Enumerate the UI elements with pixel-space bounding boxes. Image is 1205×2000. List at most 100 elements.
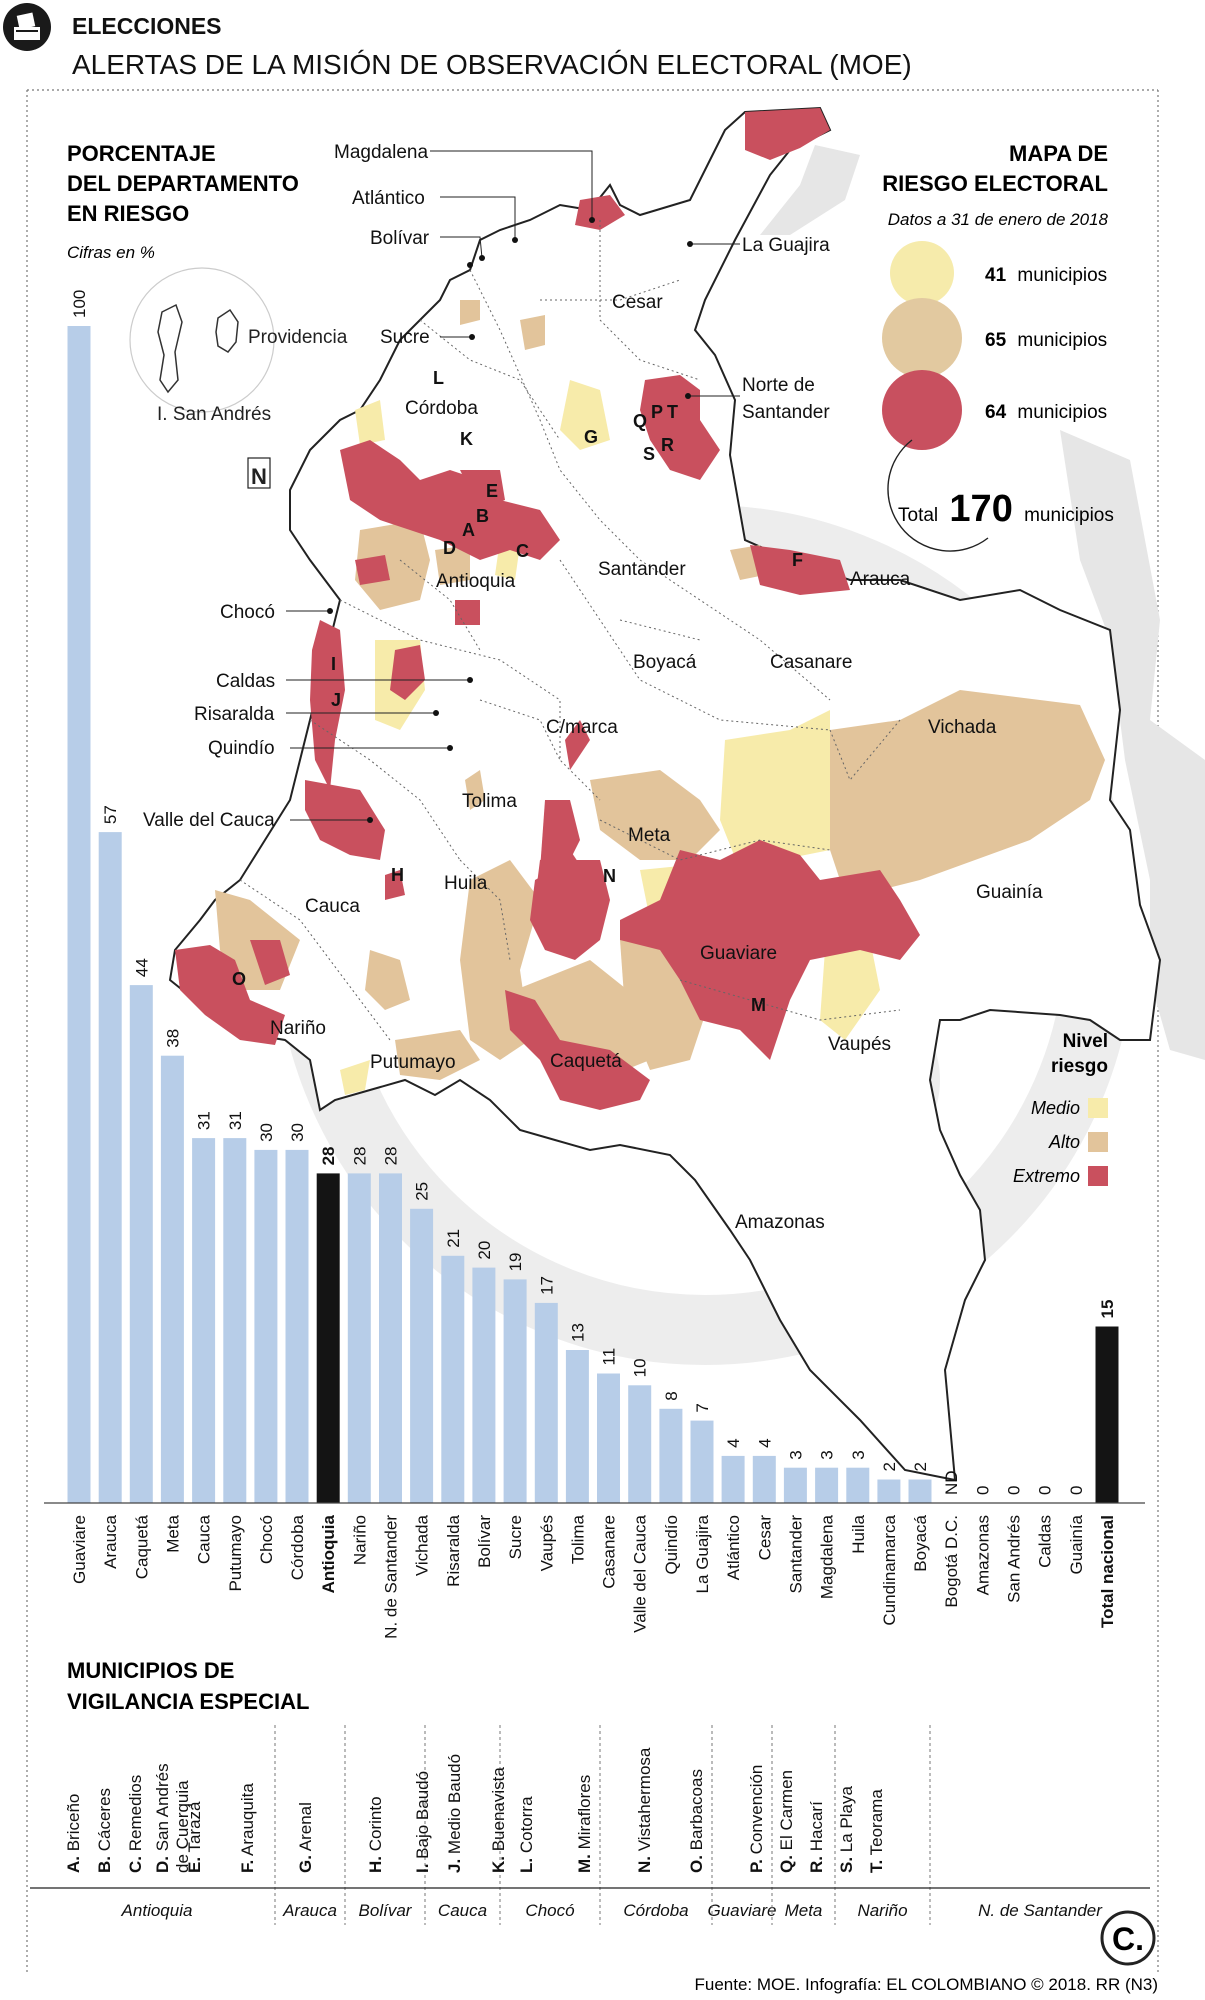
risk-legend-label: Extremo <box>1013 1166 1080 1186</box>
bar-category-label: Santander <box>786 1515 805 1594</box>
bar <box>67 326 91 1503</box>
special-group-label: Guaviare <box>708 1901 777 1920</box>
bar-category-label: N. de Santander <box>382 1515 401 1639</box>
risk-alto-regions <box>215 300 1105 1080</box>
bar-value-label: 0 <box>1067 1486 1086 1495</box>
dept-label: Arauca <box>850 569 911 590</box>
special-municipality: G. Arenal <box>296 1802 315 1873</box>
bar <box>565 1350 589 1503</box>
bar <box>690 1420 714 1503</box>
bubble-label: municipios <box>1017 402 1107 423</box>
bar <box>783 1467 807 1503</box>
bar <box>316 1173 340 1503</box>
dept-label: Santander <box>598 559 686 580</box>
islands-inset <box>129 267 275 413</box>
bar-category-label: Caquetá <box>132 1514 151 1579</box>
bar-value-label: 2 <box>880 1462 899 1471</box>
bar-value-label: 21 <box>444 1229 463 1248</box>
risk-legend-swatch <box>1088 1166 1108 1186</box>
bar <box>534 1302 558 1503</box>
special-group-label: Antioquia <box>121 1901 193 1920</box>
dept-label: Guainía <box>976 882 1043 903</box>
bar-value-label: 28 <box>350 1146 369 1165</box>
leader-lines <box>286 150 740 821</box>
bar-category-label: Caldas <box>1036 1515 1055 1568</box>
muni-letter: T <box>667 402 678 422</box>
bar <box>472 1267 496 1503</box>
svg-text:Total 170 municipi: Total 170 municipios <box>898 488 1114 530</box>
special-municipalities: A. Briceño B. Cáceres C. Remedios D. San An… <box>64 1725 1103 1925</box>
neighbor-territory <box>1060 430 1205 1060</box>
dept-label: Magdalena <box>334 142 428 163</box>
special-municipality: de Cuerquia <box>173 1780 192 1873</box>
page-title: ALERTAS DE LA MISIÓN DE OBSERVACIÓN ELEC… <box>72 49 912 80</box>
bar <box>285 1149 309 1503</box>
total-value: 170 <box>949 488 1012 530</box>
special-municipality: E. Tarazá <box>185 1801 204 1873</box>
bar-value-label: 44 <box>132 958 151 977</box>
san-andres-island <box>157 303 183 394</box>
special-group-label: Cauca <box>438 1901 487 1920</box>
risk-legend-label: Medio <box>1031 1098 1080 1118</box>
special-group-label: Chocó <box>525 1901 574 1920</box>
bar-category-label: Vichada <box>413 1514 432 1576</box>
bar-category-label: Guaviare <box>70 1515 89 1584</box>
dept-label: Casanare <box>770 652 852 673</box>
muni-letter: L <box>433 368 444 388</box>
special-municipality: D. San Andrés <box>153 1763 172 1873</box>
map-title-line: MAPA DE <box>1009 141 1108 166</box>
dept-label: Caquetá <box>550 1051 622 1072</box>
bar-category-label: Nariño <box>350 1515 369 1565</box>
bar-category-label: La Guajira <box>693 1514 712 1593</box>
muni-letter: K <box>460 429 473 449</box>
bar-category-label: Huila <box>849 1514 868 1553</box>
special-municipality: K. Buenavista <box>489 1767 508 1873</box>
bar-value-label: 4 <box>755 1438 774 1447</box>
muni-letter: P <box>651 402 663 422</box>
dept-label: Vaupés <box>828 1034 891 1055</box>
special-municipality: L. Cotorra <box>517 1796 536 1873</box>
dept-label: Putumayo <box>370 1052 456 1073</box>
bubble-label: municipios <box>1017 265 1107 286</box>
bar-category-label: Bolívar <box>475 1515 494 1568</box>
special-municipality: P. Convención <box>747 1765 766 1873</box>
bar-value-label: 20 <box>475 1241 494 1260</box>
bar-value-label: 30 <box>288 1123 307 1142</box>
bar-value-label: 28 <box>319 1146 338 1165</box>
chart-title-line: EN RIESGO <box>67 201 189 226</box>
muni-letter: D <box>443 538 456 558</box>
special-title-line: MUNICIPIOS DE <box>67 1658 234 1683</box>
bar-category-label: Tolima <box>568 1514 587 1564</box>
risk-legend-swatch <box>1088 1098 1108 1118</box>
risk-legend-label: Alto <box>1048 1132 1080 1152</box>
bar-value-label: 11 <box>600 1348 619 1366</box>
chart-title-line: PORCENTAJE <box>67 141 216 166</box>
chart-subtitle: Cifras en % <box>67 243 155 262</box>
bar-category-label: Valle del Cauca <box>631 1514 650 1632</box>
special-municipality: I. Bajo Baudó <box>413 1771 432 1873</box>
bar-value-label: 100 <box>70 290 89 318</box>
special-group-label: Meta <box>785 1901 823 1920</box>
bar <box>628 1385 652 1503</box>
bar <box>877 1479 901 1503</box>
dept-label: Bolívar <box>370 228 430 249</box>
muni-letter: R <box>661 435 674 455</box>
bar-category-label: Quindío <box>662 1515 681 1575</box>
bar <box>379 1173 402 1503</box>
bar-category-label: Antioquia <box>319 1514 338 1593</box>
bar-category-label: Bogotá D.C. <box>942 1515 961 1608</box>
bubble-count: 65 <box>985 330 1007 351</box>
bar-value-label: 2 <box>911 1462 930 1471</box>
bubble-extremo <box>882 370 962 450</box>
north-arrow-icon: N <box>247 457 271 489</box>
bar <box>659 1408 683 1503</box>
bar <box>223 1138 247 1503</box>
providencia-label: Providencia <box>248 327 348 348</box>
bar-value-label: 31 <box>195 1111 214 1130</box>
bar <box>815 1467 839 1503</box>
bar-value-label: 10 <box>631 1358 650 1377</box>
dept-label: Nariño <box>270 1018 326 1039</box>
muni-letter: J <box>331 690 341 710</box>
ballot-box-icon <box>3 3 51 51</box>
muni-letter: M <box>751 995 766 1015</box>
